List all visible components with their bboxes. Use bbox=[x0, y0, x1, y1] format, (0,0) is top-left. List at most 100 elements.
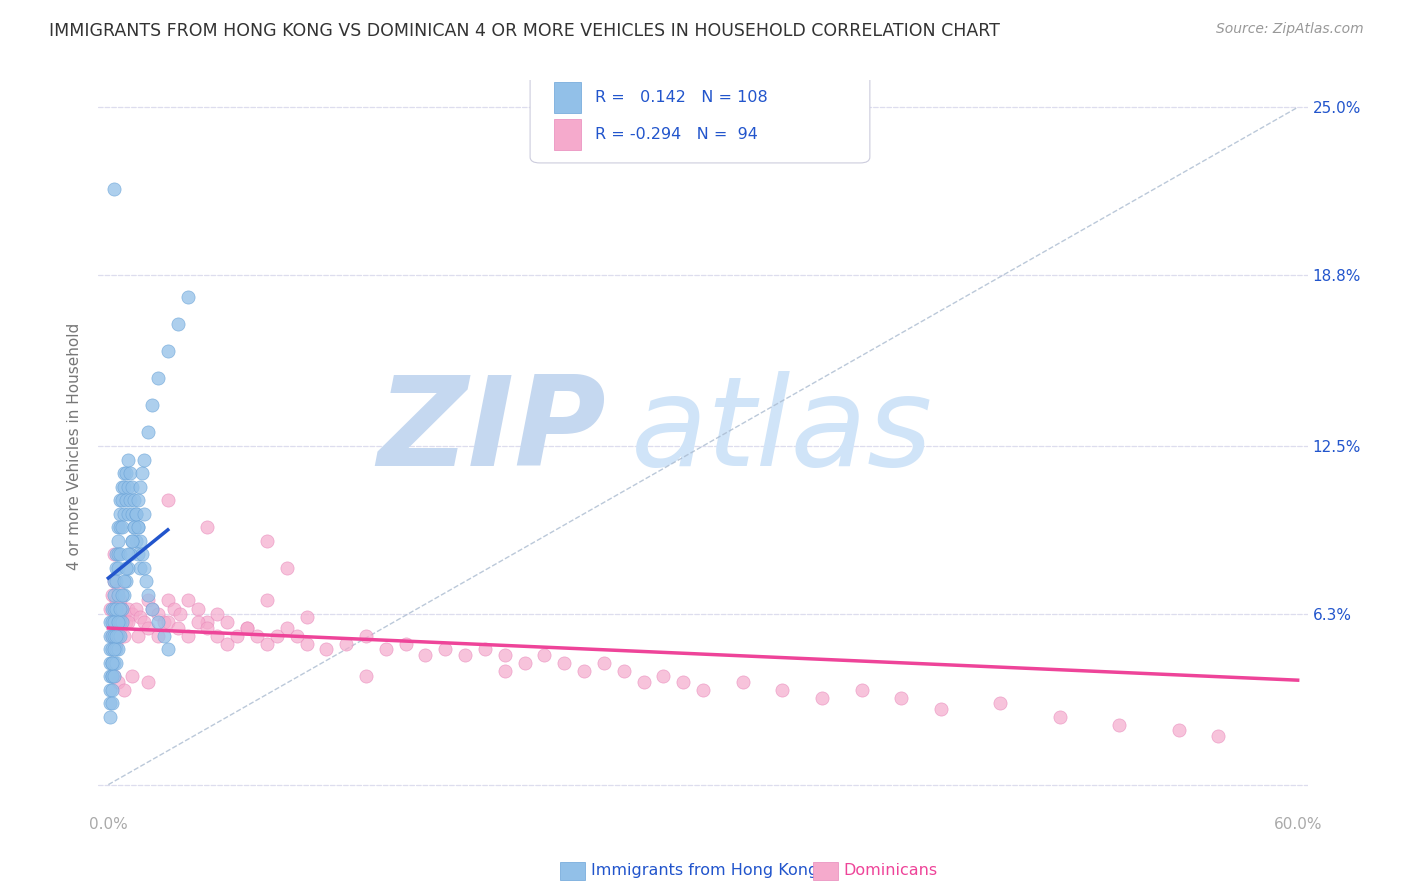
Point bbox=[127, 520, 149, 534]
Point bbox=[117, 615, 139, 629]
Point bbox=[103, 656, 125, 670]
Point bbox=[101, 682, 124, 697]
Point bbox=[1208, 729, 1230, 743]
Point bbox=[101, 642, 124, 657]
Text: IMMIGRANTS FROM HONG KONG VS DOMINICAN 4 OR MORE VEHICLES IN HOUSEHOLD CORRELATI: IMMIGRANTS FROM HONG KONG VS DOMINICAN 4… bbox=[49, 22, 1000, 40]
Point bbox=[146, 629, 169, 643]
Point bbox=[256, 637, 278, 651]
Point bbox=[101, 656, 124, 670]
Point bbox=[121, 533, 143, 548]
Point bbox=[110, 620, 132, 634]
Point bbox=[731, 674, 754, 689]
Point bbox=[572, 664, 595, 678]
Point bbox=[186, 615, 208, 629]
FancyBboxPatch shape bbox=[554, 119, 581, 150]
Point bbox=[115, 561, 138, 575]
Point bbox=[112, 682, 135, 697]
Point bbox=[136, 620, 159, 634]
Point bbox=[672, 674, 695, 689]
Point bbox=[107, 615, 129, 629]
Point bbox=[103, 669, 125, 683]
Point bbox=[101, 629, 124, 643]
Point bbox=[851, 682, 873, 697]
Point bbox=[107, 582, 129, 597]
Point bbox=[115, 466, 138, 480]
Point bbox=[127, 629, 149, 643]
Point bbox=[652, 669, 675, 683]
Point bbox=[335, 637, 357, 651]
Point bbox=[117, 480, 139, 494]
Point bbox=[132, 615, 155, 629]
Point bbox=[103, 574, 125, 589]
Point bbox=[103, 615, 125, 629]
Point bbox=[101, 629, 124, 643]
Point bbox=[207, 629, 229, 643]
Text: Immigrants from Hong Kong: Immigrants from Hong Kong bbox=[591, 863, 818, 878]
Point bbox=[156, 493, 179, 508]
Point bbox=[132, 507, 155, 521]
Point bbox=[121, 507, 143, 521]
Point bbox=[111, 615, 134, 629]
Point bbox=[101, 588, 124, 602]
Point bbox=[112, 480, 135, 494]
Point bbox=[105, 601, 128, 615]
Point bbox=[197, 520, 219, 534]
Text: atlas: atlas bbox=[630, 371, 932, 491]
Point bbox=[107, 629, 129, 643]
Point bbox=[474, 642, 496, 657]
Point bbox=[115, 615, 138, 629]
Point bbox=[890, 690, 912, 705]
Point bbox=[103, 547, 125, 561]
Point bbox=[494, 648, 516, 662]
Point bbox=[121, 533, 143, 548]
Point bbox=[415, 648, 437, 662]
Point bbox=[107, 642, 129, 657]
Text: R = -0.294   N =  94: R = -0.294 N = 94 bbox=[595, 127, 758, 142]
Point bbox=[156, 615, 179, 629]
Point bbox=[103, 642, 125, 657]
Point bbox=[115, 493, 138, 508]
Point bbox=[105, 656, 128, 670]
Point bbox=[105, 593, 128, 607]
Point bbox=[98, 682, 121, 697]
Point bbox=[127, 520, 149, 534]
Point bbox=[120, 466, 142, 480]
Point bbox=[156, 593, 179, 607]
Point bbox=[1167, 723, 1189, 738]
Point bbox=[141, 398, 163, 412]
Point bbox=[1108, 718, 1130, 732]
Point bbox=[176, 290, 198, 304]
Text: Dominicans: Dominicans bbox=[844, 863, 938, 878]
Point bbox=[146, 615, 169, 629]
Point bbox=[107, 674, 129, 689]
Point bbox=[197, 615, 219, 629]
Point bbox=[101, 669, 124, 683]
Point bbox=[112, 588, 135, 602]
Point bbox=[110, 629, 132, 643]
Point bbox=[110, 507, 132, 521]
Point bbox=[354, 629, 377, 643]
Point bbox=[121, 669, 143, 683]
Point bbox=[295, 637, 318, 651]
Point bbox=[105, 629, 128, 643]
Point bbox=[129, 561, 152, 575]
Point bbox=[533, 648, 555, 662]
Point bbox=[98, 629, 121, 643]
Point bbox=[295, 609, 318, 624]
Point bbox=[98, 669, 121, 683]
Point bbox=[217, 637, 239, 651]
Point bbox=[395, 637, 418, 651]
Point bbox=[374, 642, 396, 657]
Point bbox=[513, 656, 536, 670]
Point bbox=[110, 520, 132, 534]
Point bbox=[226, 629, 249, 643]
Point bbox=[434, 642, 457, 657]
Point bbox=[236, 620, 259, 634]
Point bbox=[112, 629, 135, 643]
Point bbox=[107, 547, 129, 561]
Point bbox=[454, 648, 477, 662]
Point bbox=[127, 547, 149, 561]
Point bbox=[197, 620, 219, 634]
Point bbox=[163, 601, 186, 615]
Point bbox=[929, 702, 952, 716]
